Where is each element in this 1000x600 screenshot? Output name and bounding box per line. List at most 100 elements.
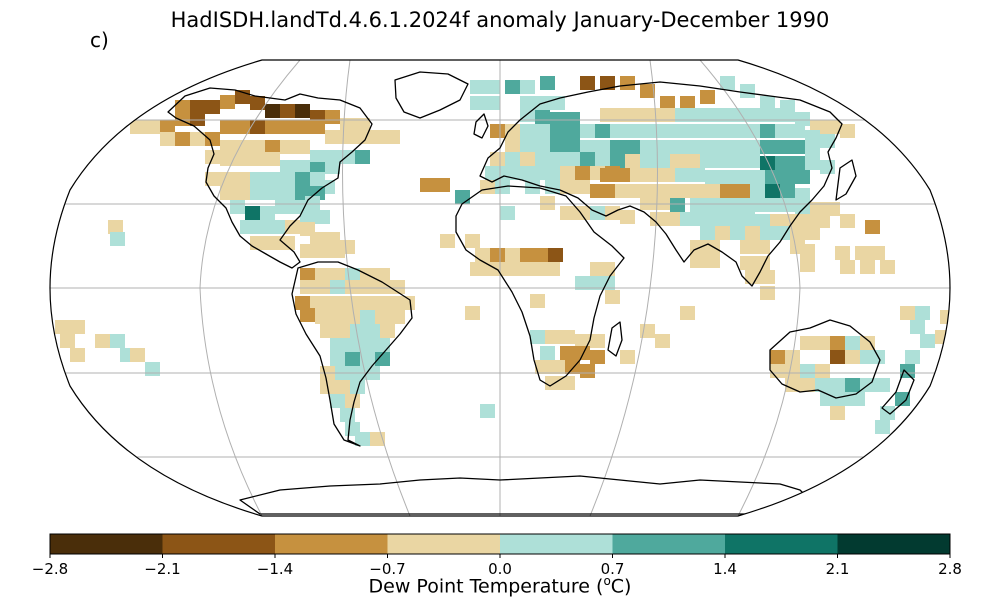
anomaly-cell — [625, 154, 640, 168]
anomaly-cell — [360, 310, 375, 324]
anomaly-cell — [360, 352, 375, 366]
anomaly-cell — [560, 180, 575, 194]
colorbar-tick-label: 2.1 — [826, 560, 850, 578]
anomaly-cell — [515, 166, 530, 180]
anomaly-cell — [350, 324, 365, 338]
anomaly-cell — [760, 96, 775, 110]
anomaly-cell — [300, 280, 315, 294]
anomaly-cell — [535, 110, 550, 124]
anomaly-cell — [520, 152, 535, 166]
anomaly-cell — [720, 198, 735, 212]
anomaly-cell — [745, 226, 760, 240]
anomaly-cell — [820, 134, 835, 148]
anomaly-cell — [540, 196, 555, 210]
anomaly-cell — [575, 334, 590, 348]
anomaly-cell — [205, 100, 220, 114]
anomaly-cell — [690, 108, 705, 122]
anomaly-cell — [455, 190, 470, 204]
anomaly-cell — [845, 336, 860, 350]
africa-coast — [455, 185, 625, 387]
anomaly-cell — [800, 258, 815, 272]
anomaly-cell — [540, 346, 555, 360]
anomaly-cell — [630, 184, 645, 198]
anomaly-cell — [375, 352, 390, 366]
anomaly-cell — [380, 324, 395, 338]
anomaly-cell — [375, 268, 390, 282]
anomaly-cell — [820, 160, 835, 174]
anomaly-cell — [815, 214, 830, 228]
anomaly-cell — [655, 334, 670, 348]
anomaly-cell — [505, 248, 520, 262]
anomaly-cell — [330, 310, 345, 324]
anomaly-cell — [335, 380, 350, 394]
anomaly-cell — [280, 186, 295, 200]
anomaly-cell — [480, 180, 495, 194]
anomaly-cell — [520, 96, 535, 110]
anomaly-cell — [575, 346, 590, 360]
anomaly-cell — [625, 124, 640, 138]
anomaly-cell — [785, 364, 800, 378]
anomaly-cell — [300, 210, 315, 224]
anomaly-cell — [315, 210, 330, 224]
anomaly-cell — [600, 108, 615, 122]
anomaly-cell — [910, 320, 925, 334]
anomaly-cell — [830, 350, 845, 364]
anomaly-cell — [795, 188, 810, 202]
anomaly-cell — [720, 184, 735, 198]
anomaly-cell — [625, 140, 640, 154]
anomaly-cell — [70, 320, 85, 334]
anomaly-cell — [355, 130, 370, 144]
anomaly-cell — [660, 108, 675, 122]
anomaly-cell — [250, 152, 265, 166]
anomaly-cell — [800, 364, 815, 378]
anomaly-cell — [95, 334, 110, 348]
anomaly-cell — [275, 200, 290, 214]
anomaly-cell — [280, 104, 295, 118]
anomaly-cell — [715, 124, 730, 138]
new-zealand-coast — [881, 369, 915, 415]
colorbar-segment — [50, 534, 163, 554]
anomaly-cell — [370, 130, 385, 144]
anomaly-cell — [490, 124, 505, 138]
anomaly-cell — [580, 152, 595, 166]
anomaly-cell — [805, 156, 820, 170]
anomaly-cell — [810, 202, 825, 216]
graticule — [50, 60, 950, 516]
anomaly-cell — [750, 170, 765, 184]
anomaly-cell — [560, 206, 575, 220]
anomaly-cell — [375, 280, 390, 294]
anomaly-cell — [845, 378, 860, 392]
anomaly-cell — [665, 212, 680, 226]
anomaly-cell — [735, 170, 750, 184]
anomaly-cell — [580, 364, 595, 378]
anomaly-cell — [685, 154, 700, 168]
anomaly-cell — [690, 254, 705, 268]
colorbar-tick-label: −2.1 — [144, 560, 180, 578]
anomaly-cell — [895, 392, 910, 406]
anomaly-cell — [905, 350, 920, 364]
anomaly-cell — [680, 212, 695, 226]
anomaly-cell — [580, 76, 595, 90]
anomaly-cell — [760, 156, 775, 170]
anomaly-cell — [265, 172, 280, 186]
anomaly-cell — [315, 280, 330, 294]
anomaly-cell — [520, 124, 535, 138]
europe-asia-coast — [479, 81, 843, 287]
anomaly-cell — [345, 280, 360, 294]
anomaly-cell — [595, 140, 610, 154]
anomaly-cell — [190, 112, 205, 126]
anomaly-cell — [670, 154, 685, 168]
anomaly-cell — [560, 376, 575, 390]
anomaly-cell — [630, 108, 645, 122]
anomaly-cell — [300, 244, 315, 258]
anomaly-cell — [270, 220, 285, 234]
anomaly-cell — [235, 120, 250, 134]
colorbar-tick-label: 0.0 — [488, 560, 512, 578]
anomaly-cell — [640, 196, 655, 210]
anomaly-cell — [660, 96, 675, 110]
anomaly-cell — [335, 324, 350, 338]
anomaly-cell — [740, 256, 755, 270]
anomaly-cell — [520, 138, 535, 152]
anomaly-cell — [725, 212, 740, 226]
madagascar-coast — [607, 321, 623, 357]
